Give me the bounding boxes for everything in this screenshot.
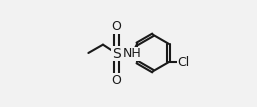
Text: S: S bbox=[112, 47, 121, 60]
Text: Cl: Cl bbox=[178, 56, 190, 69]
Text: NH: NH bbox=[123, 47, 142, 60]
Text: O: O bbox=[112, 20, 122, 33]
Text: O: O bbox=[112, 74, 122, 87]
